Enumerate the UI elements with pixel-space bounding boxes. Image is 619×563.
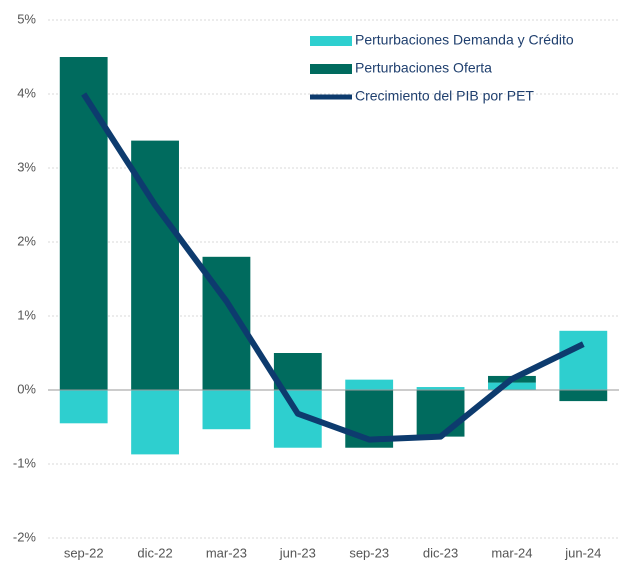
bar (559, 390, 608, 402)
bar (131, 390, 179, 455)
x-tick-label: mar-24 (491, 545, 532, 560)
y-tick-label: 5% (17, 11, 36, 26)
legend-label: Perturbaciones Oferta (355, 60, 492, 76)
y-tick-label: -2% (13, 529, 37, 544)
x-tick-label: jun-23 (279, 545, 316, 560)
legend-label: Crecimiento del PIB por PET (355, 88, 534, 104)
y-tick-label: 2% (17, 233, 36, 248)
bar (416, 390, 465, 437)
y-tick-label: 4% (17, 85, 36, 100)
y-tick-label: 3% (17, 159, 36, 174)
x-tick-label: sep-22 (64, 545, 104, 560)
x-tick-label: mar-23 (206, 545, 247, 560)
x-tick-label: dic-22 (137, 545, 172, 560)
bar (488, 382, 536, 390)
bar (416, 387, 465, 390)
legend-label: Perturbaciones Demanda y Crédito (355, 32, 574, 48)
legend-swatch (310, 36, 352, 46)
legend-swatch (310, 64, 352, 74)
bar (202, 390, 251, 430)
y-tick-label: 1% (17, 307, 36, 322)
bar (345, 379, 394, 390)
y-tick-label: 0% (17, 381, 36, 396)
bar (59, 57, 108, 390)
x-tick-label: jun-24 (564, 545, 601, 560)
x-tick-label: sep-23 (349, 545, 389, 560)
bar (559, 330, 608, 390)
x-tick-label: dic-23 (423, 545, 458, 560)
line (81, 92, 585, 443)
y-tick-label: -1% (13, 455, 37, 470)
bar (59, 390, 108, 424)
